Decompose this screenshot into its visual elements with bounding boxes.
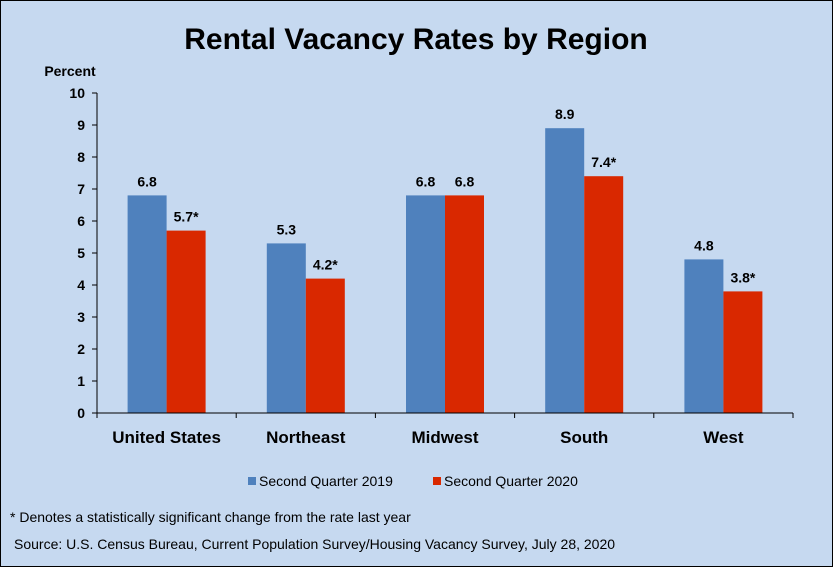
data-label: 7.4*	[591, 154, 616, 170]
bar-q2-2020	[166, 230, 206, 413]
y-tick-label: 2	[77, 341, 85, 357]
bar-q2-2019	[684, 259, 724, 413]
legend-label: Second Quarter 2020	[444, 473, 578, 489]
legend-label: Second Quarter 2019	[259, 473, 393, 489]
bar-q2-2019	[406, 195, 445, 413]
y-tick-label: 5	[77, 245, 85, 261]
bar-q2-2019	[127, 195, 167, 413]
data-label: 4.8	[694, 237, 714, 253]
legend-swatch-q2-2020	[433, 477, 441, 485]
data-label: 6.8	[455, 173, 475, 189]
y-tick-label: 0	[77, 405, 85, 421]
data-label: 5.7*	[174, 209, 199, 225]
data-label: 4.2*	[313, 257, 338, 273]
bar-q2-2019	[266, 243, 306, 413]
x-category-label: Midwest	[411, 428, 478, 447]
y-tick-label: 4	[77, 277, 85, 293]
data-label: 3.8*	[730, 269, 755, 285]
bar-q2-2020	[445, 195, 484, 413]
legend-swatch-q2-2019	[248, 477, 256, 485]
y-axis-label: Percent	[44, 63, 96, 79]
data-label: 6.8	[137, 173, 157, 189]
data-label: 6.8	[416, 173, 436, 189]
source-note: Source: U.S. Census Bureau, Current Popu…	[14, 536, 615, 552]
y-tick-label: 6	[77, 213, 85, 229]
plot-area: 0 1 2 3 4 5 6 7 8 9 10 6.8 5.3 6.8 8.9 4.8 5.7* 4.2* 6.8 7.…	[69, 85, 794, 447]
footnote: * Denotes a statistically significant ch…	[10, 509, 411, 525]
x-category-label: South	[560, 428, 608, 447]
y-tick-label: 10	[69, 85, 85, 101]
x-category-label: West	[703, 428, 744, 447]
y-tick-label: 3	[77, 309, 85, 325]
bar-q2-2020	[584, 176, 624, 413]
y-tick-label: 8	[77, 149, 85, 165]
bar-q2-2020	[305, 278, 345, 413]
y-tick-label: 1	[77, 373, 85, 389]
bar-q2-2019	[545, 128, 585, 413]
chart-title: Rental Vacancy Rates by Region	[184, 23, 648, 56]
data-label: 8.9	[555, 106, 575, 122]
x-category-label: United States	[112, 428, 221, 447]
data-label: 5.3	[277, 221, 297, 237]
x-category-label: Northeast	[266, 428, 346, 447]
legend: Second Quarter 2019 Second Quarter 2020	[248, 473, 578, 489]
y-tick-label: 7	[77, 181, 85, 197]
y-tick-label: 9	[77, 117, 85, 133]
bar-q2-2020	[723, 291, 763, 413]
